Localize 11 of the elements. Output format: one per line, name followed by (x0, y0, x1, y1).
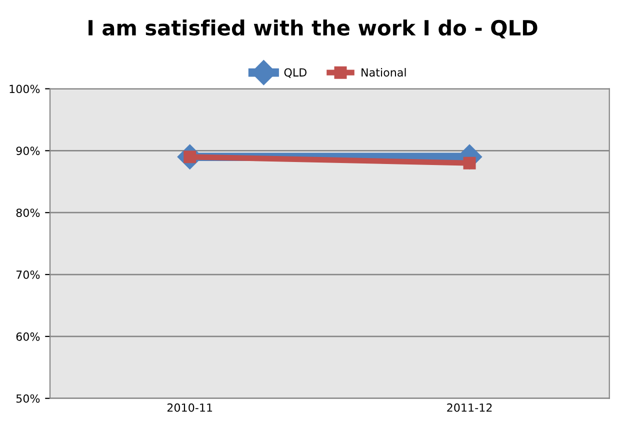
legend-label: National (362, 68, 406, 77)
y-tick-label: 70% (16, 270, 40, 279)
y-tick-label: 60% (16, 332, 40, 341)
legend-label: QLD (284, 68, 307, 78)
chart-title: I am satisfied with the work I do - QLD (88, 19, 538, 38)
y-tick-label: 80% (16, 208, 40, 217)
x-tick-label: 2011-12 (447, 403, 492, 412)
y-tick-label: 50% (16, 394, 40, 403)
y-tick-label: 100% (10, 84, 40, 94)
x-tick-label: 2010-11 (167, 403, 212, 412)
y-tick-label: 90% (16, 146, 40, 156)
